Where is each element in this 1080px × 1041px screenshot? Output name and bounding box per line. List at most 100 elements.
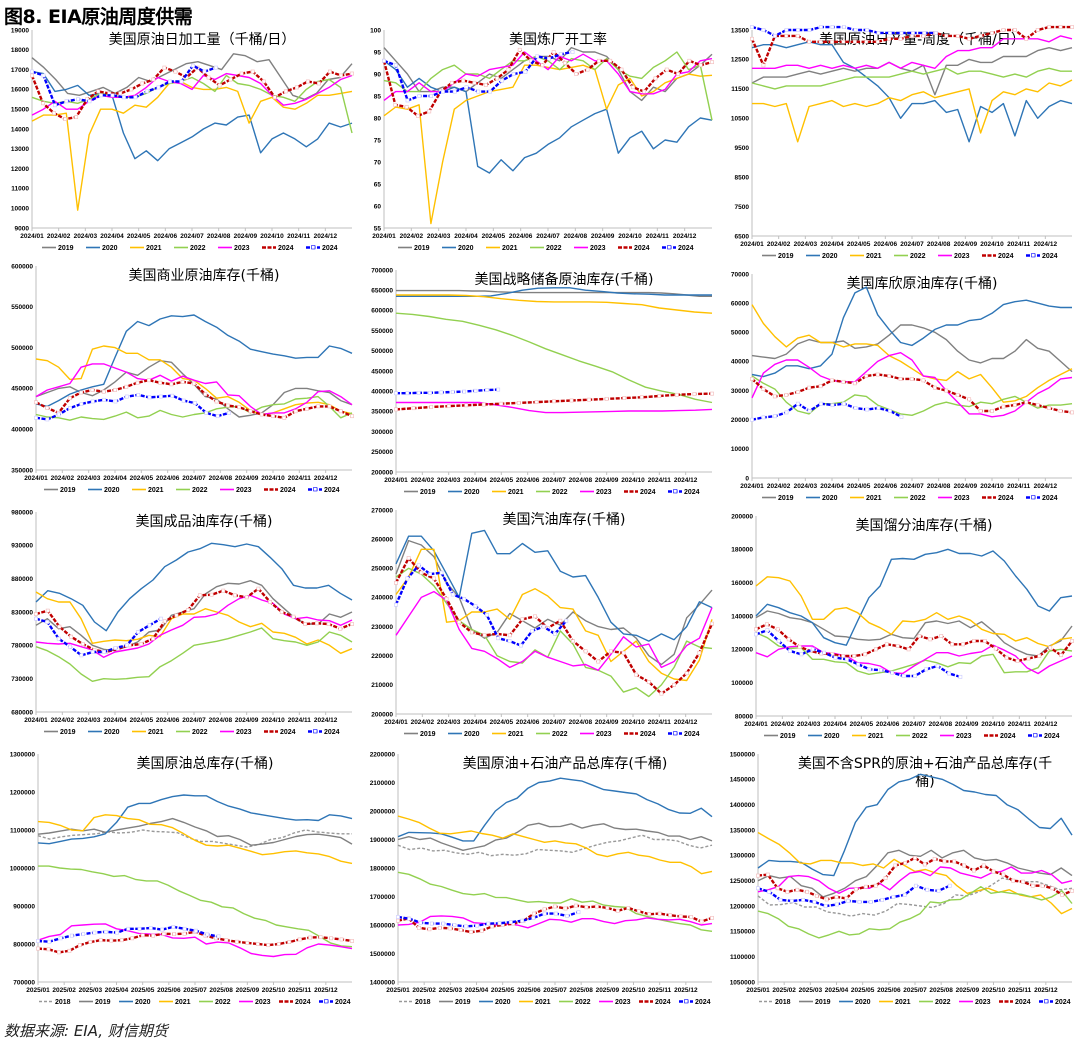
legend-label: 2022	[912, 733, 928, 740]
x-tick-label: 2024/06	[154, 233, 178, 240]
series-marker	[416, 390, 421, 395]
x-tick-label: 2024/08	[209, 475, 233, 482]
series-marker	[835, 902, 839, 907]
series-marker	[1001, 404, 1006, 409]
y-tick-label: 11500	[731, 86, 749, 93]
legend-label: 2019	[95, 999, 111, 1006]
series-2022-2022	[397, 871, 713, 932]
x-tick-label: 2024/09	[591, 233, 615, 240]
x-tick-label: 2024/06	[509, 233, 533, 240]
legend-label: 2019	[778, 495, 794, 502]
series-marker	[305, 79, 310, 84]
series-marker	[119, 938, 124, 943]
y-tick-label: 70	[374, 159, 382, 166]
chart-products-stocks: 680000 730000 780000 830000 880000 930000 9800…	[0, 508, 360, 742]
chart-title: 美国原油总库存(千桶)	[137, 756, 274, 772]
series-marker	[469, 630, 474, 635]
series-marker	[875, 39, 880, 44]
legend-item: 2024	[1026, 253, 1058, 260]
x-tick-label: 2024/07	[542, 477, 566, 484]
legend-label: 2019	[778, 253, 794, 260]
legend-label: 2024	[1055, 999, 1071, 1006]
x-tick-label: 2024/11	[1007, 483, 1031, 490]
series-marker	[169, 382, 174, 387]
x-tick-label: 2024/12	[1034, 483, 1058, 490]
legend-item: 2021	[132, 729, 164, 736]
legend-item: 2024	[982, 253, 1014, 260]
chart-svg: 6500 7500 8500 9500 10500 11500 12500 13500 2024…	[731, 25, 1074, 260]
series-marker	[405, 391, 410, 396]
series-marker	[615, 908, 620, 913]
x-tick-label: 2025/03	[799, 987, 823, 994]
series-line	[31, 70, 353, 162]
series-marker	[523, 69, 528, 74]
series-marker	[439, 570, 444, 575]
legend-marker	[673, 489, 678, 494]
series-marker	[170, 393, 175, 398]
legend-item: 2019	[44, 729, 76, 736]
series-marker	[406, 556, 411, 560]
x-tick-label: 2024/01	[744, 721, 768, 728]
series-marker	[1024, 36, 1029, 41]
series-marker	[1001, 872, 1006, 877]
series-marker	[179, 79, 184, 84]
x-tick-label: 2024/02	[767, 241, 791, 248]
series-marker	[174, 613, 179, 618]
series-marker	[234, 939, 239, 944]
x-tick-label: 2025/07	[543, 987, 567, 994]
x-tick-label: 2024/08	[564, 233, 588, 240]
legend-label: 2023	[236, 729, 252, 736]
series-marker	[148, 926, 153, 930]
series-marker	[79, 390, 84, 395]
series-2024-2024_blue	[394, 563, 569, 648]
legend-label: 2020	[104, 487, 120, 494]
series-marker	[130, 936, 135, 941]
series-marker	[865, 407, 869, 412]
legend-item: 2024	[1028, 733, 1060, 740]
legend-label: 2019	[815, 999, 831, 1006]
x-tick-label: 2024/01	[24, 475, 48, 482]
y-tick-label: 95	[374, 49, 382, 56]
series-2021-2021	[397, 815, 713, 875]
y-tick-label: 350000	[11, 467, 33, 474]
x-tick-label: 2024/11	[648, 477, 672, 484]
x-tick-label: 2024/05	[130, 717, 154, 724]
series-line	[751, 304, 1073, 403]
legend-marker	[1031, 253, 1036, 258]
y-tick-label: 75	[374, 137, 382, 144]
series-marker	[853, 28, 858, 32]
legend-item: 2020	[806, 253, 838, 260]
series-marker	[772, 394, 777, 399]
series-line	[396, 388, 499, 395]
y-tick-label: 2100000	[370, 780, 396, 787]
legend-label: 2022	[192, 729, 208, 736]
series-line	[35, 314, 353, 408]
series-marker	[864, 374, 869, 378]
series-marker	[393, 102, 398, 107]
series-marker	[339, 73, 343, 78]
series-marker	[854, 887, 859, 892]
series-marker	[852, 654, 856, 658]
series-marker	[1021, 879, 1025, 884]
legend-item: 2020	[119, 999, 151, 1006]
legend-label: 2021	[868, 733, 884, 740]
series-2019-2019	[757, 849, 1073, 898]
legend-label: 2024	[678, 245, 694, 252]
series-line	[755, 610, 1073, 657]
y-tick-label: 90	[374, 71, 382, 78]
series-marker	[1037, 654, 1042, 658]
series-marker	[947, 671, 951, 676]
chart-svg: 80000 100000 120000 140000 160000 180000 20000…	[731, 513, 1074, 740]
series-marker	[109, 938, 114, 943]
legend-label: 2024	[1042, 495, 1058, 502]
series-line	[757, 877, 1073, 917]
series-marker	[448, 926, 453, 931]
series-line	[755, 623, 1073, 663]
y-tick-label: 260000	[371, 536, 393, 543]
series-marker	[158, 394, 163, 399]
series-marker	[799, 652, 804, 657]
series-marker	[446, 404, 451, 409]
chart-title: 美国炼厂开工率	[509, 31, 607, 48]
x-tick-label: 2025/08	[569, 987, 593, 994]
x-tick-label: 2025/02	[412, 987, 436, 994]
